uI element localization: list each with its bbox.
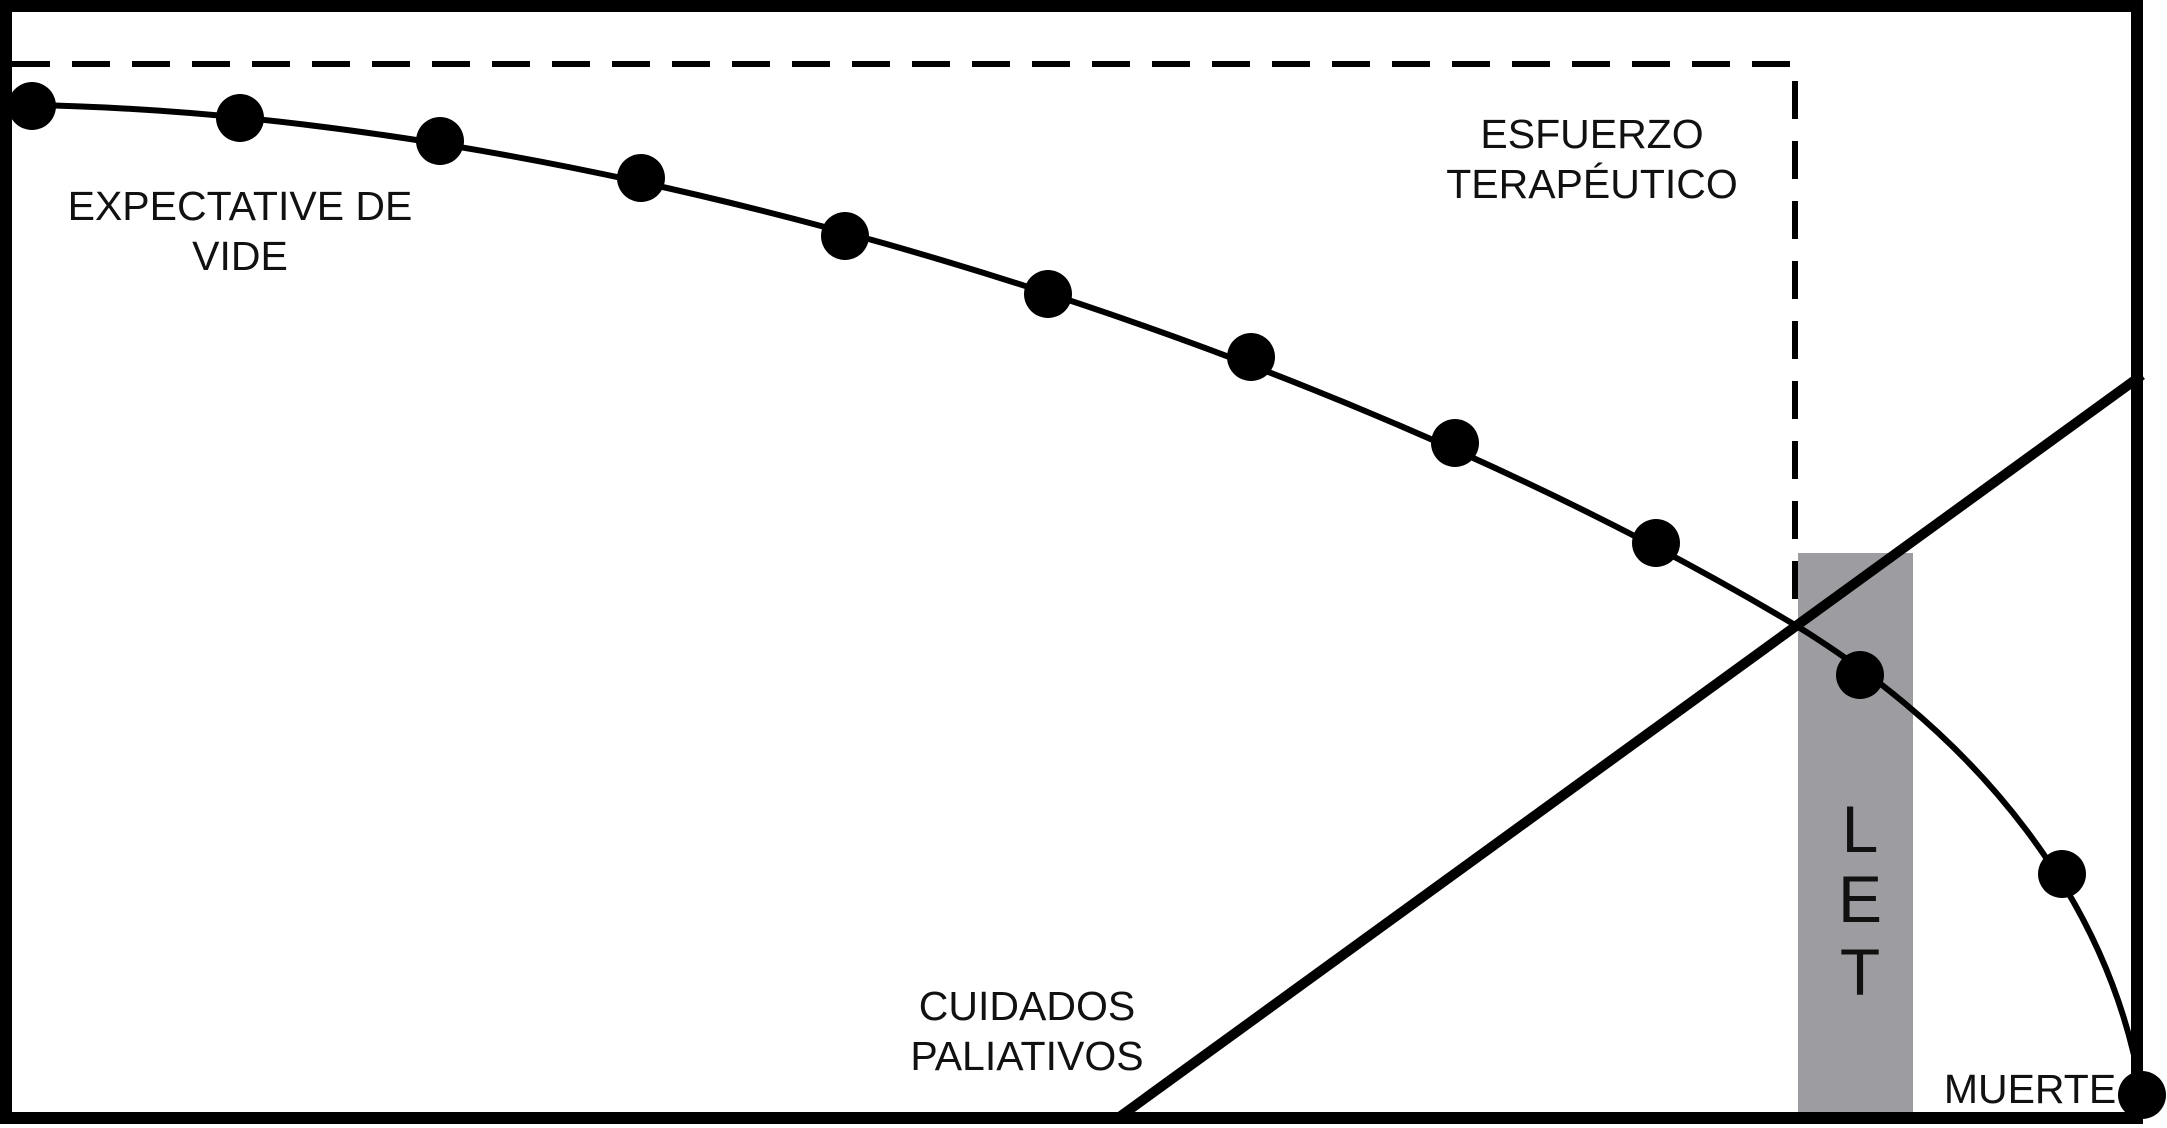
curve-point xyxy=(1836,651,1884,699)
therapeutic-effort-label-line2: TERAPÉUTICO xyxy=(1446,161,1738,207)
curve-point xyxy=(416,117,464,165)
let-label-l: L xyxy=(1842,792,1879,866)
death-label: MUERTE xyxy=(1944,1066,2116,1112)
therapeutic-effort-label-line1: ESFUERZO xyxy=(1480,111,1703,157)
curve-point xyxy=(216,94,264,142)
life-expectancy-curve xyxy=(29,102,2145,1096)
let-band xyxy=(1798,553,1913,1118)
curve-point xyxy=(2118,1071,2166,1119)
curve-point xyxy=(617,154,665,202)
curve-point xyxy=(821,212,869,260)
let-label-e: E xyxy=(1838,862,1882,936)
palliative-care-label-line2: PALIATIVOS xyxy=(910,1033,1143,1079)
curve-point xyxy=(8,82,56,130)
curve-point xyxy=(1632,519,1680,567)
curve-point xyxy=(1431,419,1479,467)
curve-points xyxy=(8,82,2166,1119)
curve-point xyxy=(1024,270,1072,318)
curve-point xyxy=(1227,333,1275,381)
life-expectancy-label-line2: VIDE xyxy=(192,233,288,279)
palliative-care-line xyxy=(1115,370,2145,1123)
life-expectancy-label-line1: EXPECTATIVE DE xyxy=(68,183,413,229)
palliative-care-label-line1: CUIDADOS xyxy=(919,983,1135,1029)
curve-point xyxy=(2038,850,2086,898)
therapeutic-effort-boundary xyxy=(12,61,1798,630)
let-label-t: T xyxy=(1840,935,1880,1009)
